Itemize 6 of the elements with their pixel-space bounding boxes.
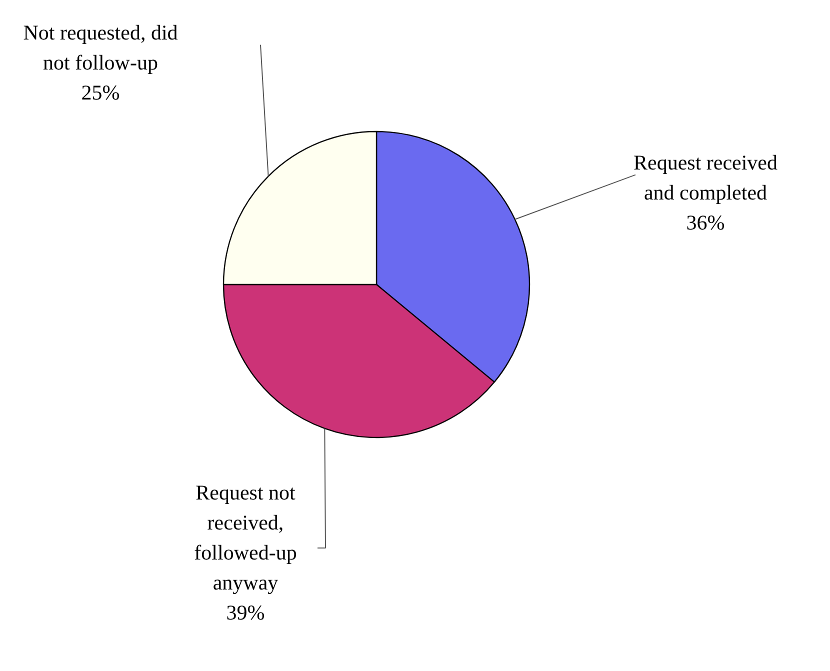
slice-label: Request not received, followed-up anyway bbox=[194, 480, 297, 594]
data-label: 39% bbox=[226, 600, 265, 624]
slice-label: Request received and completed bbox=[633, 150, 778, 204]
data-label: 36% bbox=[686, 210, 725, 234]
data-label: 25% bbox=[81, 80, 120, 104]
slice-label: Not requested, did not follow-up bbox=[23, 20, 178, 74]
